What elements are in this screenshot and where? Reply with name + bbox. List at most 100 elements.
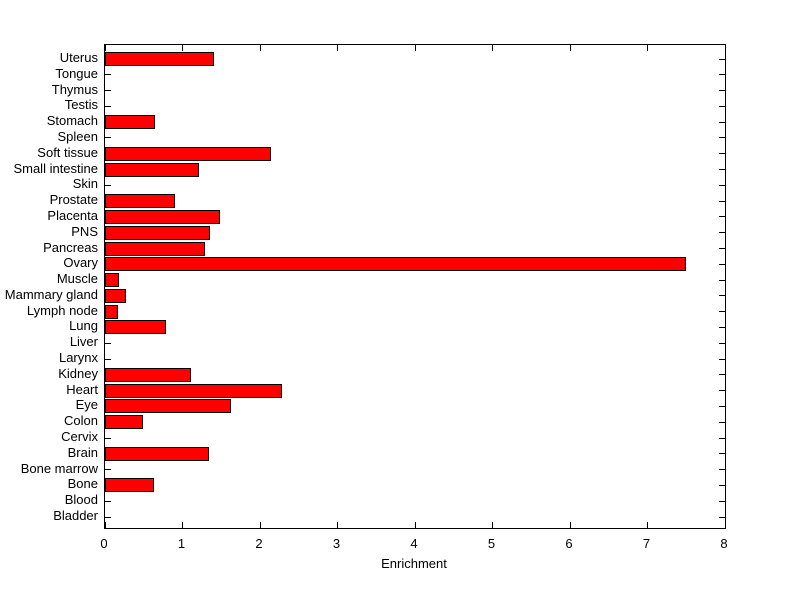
y-tick-right [719, 169, 725, 171]
y-label-colon: Colon [64, 413, 98, 429]
bar-uterus [105, 52, 214, 66]
bar-muscle [105, 273, 120, 288]
y-label-kidney: Kidney [58, 365, 98, 381]
y-tick-left [105, 516, 111, 518]
x-tick-bottom [259, 522, 261, 528]
y-tick-right [719, 105, 725, 107]
plot-area [104, 44, 726, 529]
y-tick-right [719, 500, 725, 502]
x-tick-bottom [414, 522, 416, 528]
x-tick-top [647, 45, 648, 51]
y-tick-right [719, 232, 725, 234]
bar-pancreas [105, 241, 205, 256]
y-tick-left [105, 437, 111, 439]
x-axis-title: Enrichment [381, 556, 447, 571]
y-label-heart: Heart [66, 381, 98, 397]
y-label-prostate: Prostate [49, 192, 98, 208]
y-tick-right [719, 137, 725, 139]
x-tick-label-0: 0 [100, 536, 108, 551]
bar-stomach [105, 115, 156, 130]
x-tick-top [492, 45, 493, 51]
y-label-small-intestine: Small intestine [13, 160, 98, 176]
x-tick-top [104, 45, 106, 51]
y-label-mammary-gland: Mammary gland [4, 286, 98, 302]
y-label-stomach: Stomach [46, 113, 98, 129]
x-tick-top [337, 45, 338, 51]
y-tick-right [719, 248, 725, 250]
y-tick-right [719, 374, 725, 376]
y-tick-left [105, 469, 111, 471]
y-tick-right [719, 90, 725, 92]
x-tick-bottom [724, 522, 726, 528]
y-tick-right [719, 469, 725, 471]
y-tick-right [719, 453, 725, 455]
y-tick-right [719, 342, 725, 344]
y-tick-right [719, 421, 725, 423]
bar-prostate [105, 194, 176, 209]
y-label-soft-tissue: Soft tissue [37, 144, 98, 160]
y-tick-right [719, 153, 725, 155]
y-label-brain: Brain [67, 444, 98, 460]
y-label-tongue: Tongue [55, 65, 98, 81]
y-tick-left [105, 500, 111, 502]
x-tick-label-3: 3 [332, 536, 341, 551]
bar-kidney [105, 367, 192, 382]
x-tick-label-5: 5 [487, 536, 496, 551]
y-tick-right [719, 437, 725, 439]
x-tick-bottom [492, 522, 493, 528]
y-tick-left [105, 105, 111, 107]
x-tick-label-6: 6 [565, 536, 573, 551]
y-tick-left [105, 184, 111, 186]
y-label-ovary: Ovary [63, 255, 98, 271]
x-tick-top [182, 45, 183, 51]
y-tick-right [719, 390, 725, 392]
y-label-bone-marrow: Bone marrow [20, 460, 98, 476]
bar-ovary [105, 257, 686, 272]
bar-bone [105, 478, 155, 493]
y-tick-right [719, 311, 725, 313]
x-tick-label-1: 1 [177, 536, 186, 551]
y-label-bone: Bone [67, 476, 98, 492]
y-label-muscle: Muscle [56, 271, 98, 287]
x-tick-bottom [182, 522, 183, 528]
x-tick-label-2: 2 [255, 536, 263, 551]
y-tick-right [719, 74, 725, 76]
y-tick-right [719, 405, 725, 407]
bar-colon [105, 415, 143, 430]
y-label-liver: Liver [69, 334, 98, 350]
y-label-cervix: Cervix [61, 429, 98, 445]
y-label-eye: Eye [75, 397, 98, 413]
y-label-pns: PNS [71, 223, 98, 239]
y-label-spleen: Spleen [57, 128, 98, 144]
y-tick-right [719, 295, 725, 297]
bar-mammary-gland [105, 288, 127, 303]
y-label-bladder: Bladder [53, 508, 98, 523]
bar-pns [105, 225, 211, 240]
y-tick-right [719, 216, 725, 218]
y-label-lung: Lung [69, 318, 98, 334]
x-tick-top [414, 45, 416, 51]
x-tick-bottom [337, 522, 338, 528]
bar-heart [105, 383, 283, 398]
y-label-testis: Testis [64, 97, 98, 113]
y-tick-right [719, 484, 725, 486]
x-tick-top [259, 45, 261, 51]
y-tick-right [719, 279, 725, 281]
x-tick-bottom [569, 522, 571, 528]
y-tick-left [105, 74, 111, 76]
bar-soft-tissue [105, 146, 271, 161]
x-tick-label-8: 8 [720, 536, 728, 551]
y-tick-right [719, 326, 725, 328]
x-tick-label-7: 7 [642, 536, 651, 551]
y-label-pancreas: Pancreas [43, 239, 98, 255]
bar-small-intestine [105, 162, 200, 177]
x-tick-bottom [647, 522, 648, 528]
x-tick-bottom [104, 522, 106, 528]
y-tick-right [719, 200, 725, 202]
y-label-skin: Skin [72, 176, 98, 192]
y-label-thymus: Thymus [51, 81, 98, 97]
y-label-blood: Blood [64, 492, 98, 508]
bar-lung [105, 320, 166, 335]
y-tick-left [105, 342, 111, 344]
